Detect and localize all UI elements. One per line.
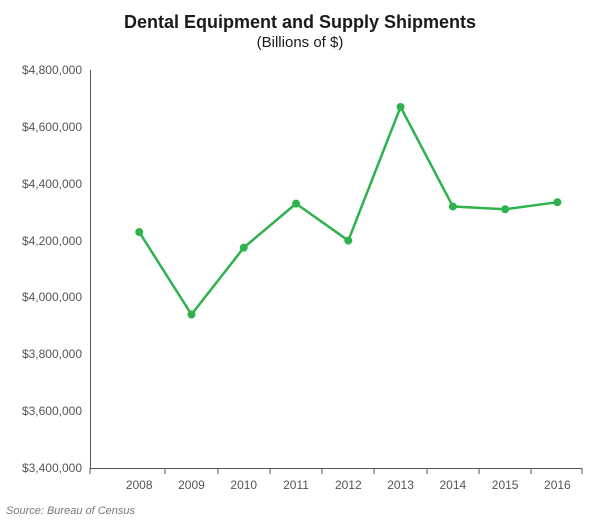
y-tick-label: $4,000,000 <box>22 290 90 304</box>
data-point-marker <box>553 198 561 206</box>
x-tick-mark <box>165 468 166 474</box>
x-tick-mark <box>90 468 91 474</box>
plot-area: $3,400,000$3,600,000$3,800,000$4,000,000… <box>90 70 582 468</box>
x-tick-label: 2009 <box>178 468 205 492</box>
x-tick-mark <box>478 468 479 474</box>
chart-container: Dental Equipment and Supply Shipments (B… <box>0 0 600 523</box>
chart-title: Dental Equipment and Supply Shipments <box>0 0 600 34</box>
chart-subtitle: (Billions of $) <box>0 34 600 51</box>
data-point-marker <box>501 205 509 213</box>
x-tick-label: 2010 <box>230 468 257 492</box>
x-tick-label: 2008 <box>126 468 153 492</box>
data-point-marker <box>449 202 457 210</box>
x-tick-mark <box>322 468 323 474</box>
x-tick-mark <box>531 468 532 474</box>
x-tick-label: 2014 <box>439 468 466 492</box>
y-tick-label: $3,400,000 <box>22 461 90 475</box>
x-tick-mark <box>217 468 218 474</box>
x-tick-label: 2011 <box>283 468 309 492</box>
data-point-marker <box>397 103 405 111</box>
data-point-marker <box>292 200 300 208</box>
x-tick-label: 2013 <box>387 468 414 492</box>
y-tick-label: $4,800,000 <box>22 63 90 77</box>
x-tick-label: 2015 <box>492 468 519 492</box>
y-tick-label: $3,600,000 <box>22 404 90 418</box>
x-tick-mark <box>269 468 270 474</box>
line-plot-svg <box>90 70 582 468</box>
x-tick-mark <box>582 468 583 474</box>
y-tick-label: $3,800,000 <box>22 347 90 361</box>
data-point-marker <box>240 244 248 252</box>
y-tick-label: $4,600,000 <box>22 120 90 134</box>
data-point-marker <box>187 310 195 318</box>
x-tick-label: 2016 <box>544 468 571 492</box>
x-tick-label: 2012 <box>335 468 362 492</box>
y-tick-label: $4,200,000 <box>22 234 90 248</box>
x-tick-mark <box>426 468 427 474</box>
x-tick-mark <box>374 468 375 474</box>
y-tick-label: $4,400,000 <box>22 177 90 191</box>
line-series <box>139 107 557 315</box>
data-point-marker <box>135 228 143 236</box>
source-caption: Source: Bureau of Census <box>6 505 135 517</box>
data-point-marker <box>344 237 352 245</box>
